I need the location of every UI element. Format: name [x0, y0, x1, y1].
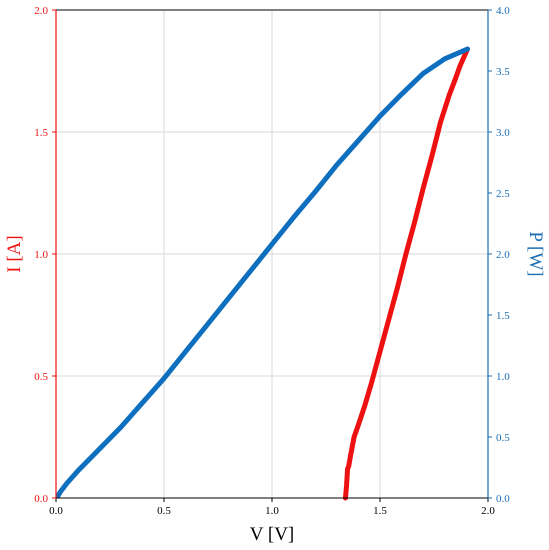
x-tick-label-3: 1.5 — [373, 505, 387, 517]
y-right-tick-label-3: 1.5 — [496, 310, 510, 322]
y-right-tick-label-6: 3.0 — [496, 127, 510, 139]
y-right-tick-label-4: 2.0 — [496, 249, 510, 261]
x-tick-label-4: 2.0 — [481, 505, 495, 517]
y-left-tick-label-0: 0.0 — [34, 493, 48, 505]
y-right-tick-label-1: 0.5 — [496, 432, 510, 444]
y-right-tick-label-8: 4.0 — [496, 5, 510, 17]
y-right-tick-label-0: 0.0 — [496, 493, 510, 505]
y-left-tick-label-2: 1.0 — [34, 249, 48, 261]
power-series-line — [55, 46, 470, 499]
current-series-line — [342, 46, 470, 501]
ticks-group: 0.0 0.5 1.0 1.5 2.00.00.51.01.52.00.00.51.01… — [34, 5, 510, 517]
x-tick-label-0: 0.0 — [49, 505, 63, 517]
y-right-tick-label-2: 1.0 — [496, 371, 510, 383]
series-group — [55, 46, 470, 501]
y-right-tick-label-7: 3.5 — [496, 66, 510, 78]
y-left-tick-label-1: 0.5 — [34, 371, 48, 383]
x-tick-label-2: 1.0 — [265, 505, 279, 517]
left-y-axis-label: I [A] — [4, 235, 25, 272]
y-left-tick-label-4: 2.0 — [34, 5, 48, 17]
y-left-tick-label-3: 1.5 — [34, 127, 48, 139]
x-axis-label: V [V] — [250, 524, 295, 545]
y-right-tick-label-5: 2.5 — [496, 188, 510, 200]
x-tick-label-1: 0.5 — [157, 505, 171, 517]
right-y-axis-label: P [W] — [525, 231, 546, 276]
